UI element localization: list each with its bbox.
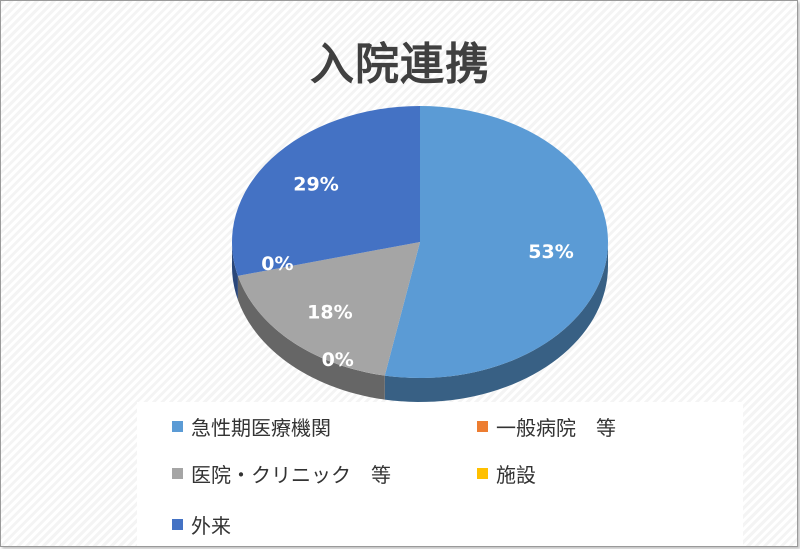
chart-title: 入院連携 (310, 39, 490, 90)
legend-swatch (477, 468, 488, 479)
legend-swatch (172, 468, 183, 479)
pie-slice-outpatient (232, 106, 420, 276)
pie-data-labels: 53% 0% 18% 0% 29% (261, 174, 573, 371)
legend-item-general-hospital: 一般病院 等 (477, 412, 616, 441)
legend-label: 外来 (191, 514, 231, 538)
pie-side-acute-care (384, 242, 608, 402)
legend-swatch (172, 421, 183, 432)
legend: 急性期医療機関 一般病院 等 医院・クリニック 等 施設 外来 (137, 402, 743, 546)
legend-item-facility: 施設 (477, 459, 536, 488)
pie-slice-acute-care (384, 106, 609, 379)
legend-item-clinic: 医院・クリニック 等 (172, 459, 391, 488)
legend-swatch (172, 519, 183, 530)
data-label-clinic: 18% (307, 301, 352, 323)
pie-side-clinic (237, 275, 385, 400)
data-label-general-hospital: 0% (322, 349, 354, 371)
data-label-facility: 0% (261, 253, 293, 275)
data-label-acute-care: 53% (528, 241, 573, 263)
legend-label: 施設 (496, 463, 536, 487)
legend-swatch (477, 421, 488, 432)
pie-side-outpatient (232, 242, 238, 300)
legend-label: 一般病院 等 (496, 416, 616, 440)
pie-sides (232, 242, 608, 402)
data-label-outpatient: 29% (293, 174, 338, 196)
pie-slice-clinic (237, 242, 420, 376)
legend-item-outpatient: 外来 (172, 510, 231, 539)
legend-label: 医院・クリニック 等 (191, 463, 391, 487)
legend-label: 急性期医療機関 (191, 416, 331, 440)
pie-slices (232, 106, 609, 379)
legend-item-acute-care: 急性期医療機関 (172, 412, 331, 441)
